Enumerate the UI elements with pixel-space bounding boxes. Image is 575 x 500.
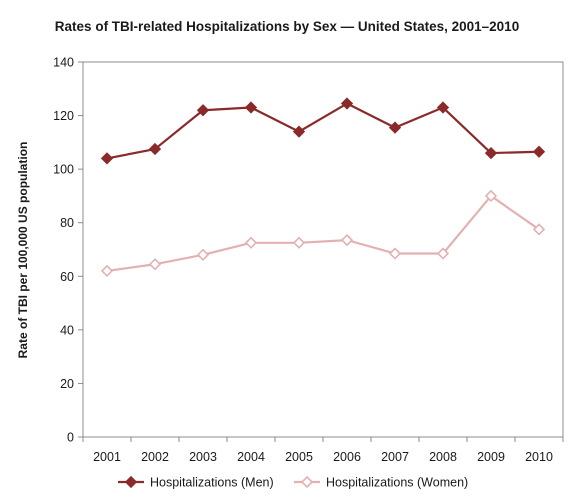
data-point: [484, 146, 498, 160]
data-point: [388, 247, 402, 260]
y-tick-label: 100: [53, 163, 74, 177]
x-tick-label: 2006: [333, 450, 361, 464]
legend: Hospitalizations (Men) Hospitalizations (…: [118, 476, 468, 490]
y-tick-label: 60: [60, 270, 74, 284]
series-layer: [100, 97, 546, 278]
data-point: [484, 189, 498, 203]
series-men: [100, 97, 546, 165]
data-point: [244, 101, 258, 114]
data-point: [340, 97, 354, 110]
x-axis: 2001 2002 2003 2004 2005 2006 2007 2008 2009 2010: [82, 437, 564, 464]
data-point: [148, 142, 162, 156]
data-point: [436, 247, 450, 260]
legend-marker: [124, 475, 138, 489]
series-line: [106, 102, 540, 160]
legend-marker: [300, 475, 314, 489]
y-tick-label: 0: [67, 431, 74, 445]
data-point: [532, 145, 546, 158]
y-tick-label: 120: [53, 109, 74, 123]
data-point: [436, 101, 450, 114]
data-point: [196, 248, 210, 261]
x-tick-label: 2008: [429, 450, 457, 464]
data-point: [292, 125, 306, 138]
x-tick-label: 2010: [525, 450, 553, 464]
legend-label: Hospitalizations (Women): [326, 476, 468, 490]
y-tick-label: 40: [60, 323, 74, 337]
data-point: [244, 236, 258, 249]
series-women: [100, 189, 546, 278]
legend-item: Hospitalizations (Women): [294, 476, 468, 490]
legend-item: Hospitalizations (Men): [118, 476, 274, 490]
data-point: [388, 121, 402, 134]
series-line: [106, 194, 540, 273]
y-tick-label: 140: [53, 56, 74, 70]
data-point: [100, 152, 114, 165]
y-tick-label: 20: [60, 377, 74, 391]
y-axis: 0 20 40 60 80 100 120 140: [53, 56, 83, 445]
x-tick-label: 2007: [381, 450, 409, 464]
legend-label: Hospitalizations (Men): [150, 476, 274, 490]
data-point: [532, 223, 546, 236]
y-axis-title: Rate of TBI per 100,000 US population: [16, 142, 30, 359]
x-tick-label: 2002: [141, 450, 169, 464]
data-point: [292, 236, 306, 249]
data-point: [148, 258, 162, 271]
data-point: [196, 104, 210, 117]
x-tick-label: 2009: [477, 450, 505, 464]
x-tick-label: 2004: [237, 450, 265, 464]
data-point: [100, 264, 114, 278]
chart-title: Rates of TBI-related Hospitalizations by…: [55, 19, 519, 34]
x-tick-label: 2005: [285, 450, 313, 464]
data-point: [340, 233, 354, 247]
x-tick-label: 2003: [189, 450, 217, 464]
x-tick-label: 2001: [93, 450, 121, 464]
y-tick-label: 80: [60, 216, 74, 230]
